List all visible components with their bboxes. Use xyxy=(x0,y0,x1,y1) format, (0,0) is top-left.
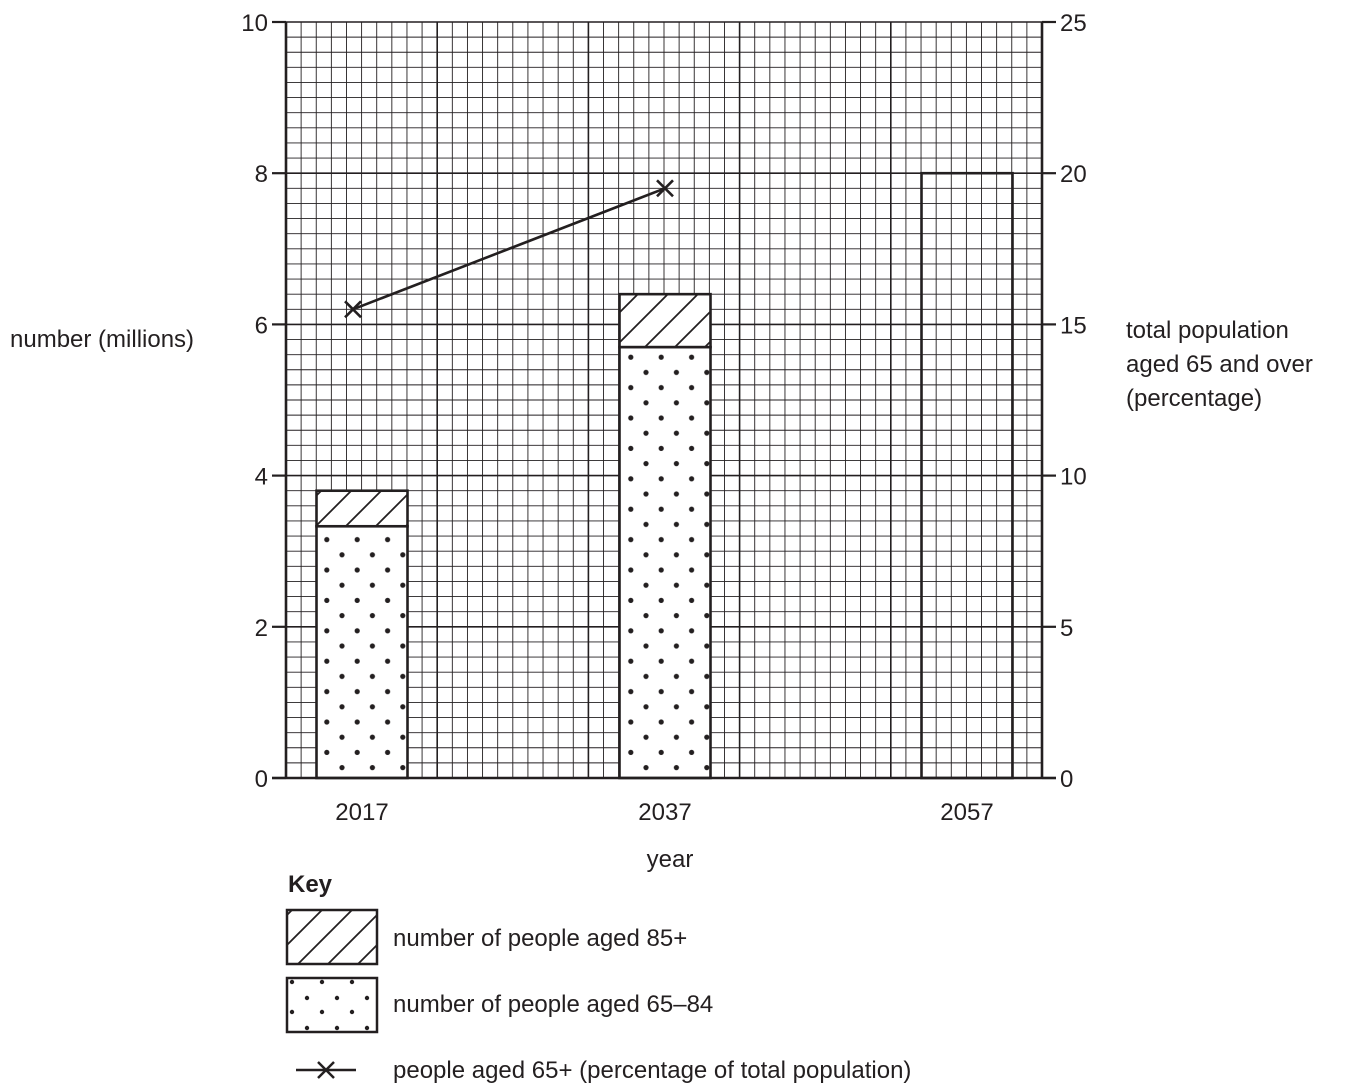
y-tick-label-left: 4 xyxy=(255,464,268,491)
x-tick-label-2037: 2037 xyxy=(638,799,691,826)
legend-swatch-hatch xyxy=(285,908,379,966)
y-axis-right-label-line-1: total population xyxy=(1126,317,1289,344)
legend-swatch-dots xyxy=(285,976,379,1034)
y-tick-label-right: 20 xyxy=(1060,161,1087,188)
line-point-2017 xyxy=(344,300,362,319)
legend: Key number of people aged 85+ number of … xyxy=(285,871,911,1084)
y-tick-label-left: 2 xyxy=(255,615,268,642)
y-tick-label-right: 0 xyxy=(1060,766,1073,793)
bar-65-84-2037 xyxy=(618,345,712,780)
y-tick-label-right: 25 xyxy=(1060,10,1087,37)
chart-line-series xyxy=(344,179,674,319)
y-axis-right-label-line-2: aged 65 and over xyxy=(1126,351,1313,378)
legend-title: Key xyxy=(288,871,333,898)
line-percentage-65-plus xyxy=(352,187,666,311)
legend-label-65-84: number of people aged 65–84 xyxy=(393,991,713,1018)
legend-label-85-plus: number of people aged 85+ xyxy=(393,925,687,952)
y-tick-label-left: 10 xyxy=(241,10,268,37)
y-tick-label-right: 10 xyxy=(1060,464,1087,491)
y-tick-label-right: 5 xyxy=(1060,615,1073,642)
bar-65-84-2017 xyxy=(315,524,409,780)
x-tick-label-2017: 2017 xyxy=(335,799,388,826)
legend-swatch-line-cross xyxy=(296,1061,356,1079)
x-tick-label-2057: 2057 xyxy=(940,799,993,826)
bar-85-plus-2017 xyxy=(315,489,409,528)
line-point-2037 xyxy=(656,179,674,198)
y-axis-right-label: total population aged 65 and over (perce… xyxy=(1126,317,1320,412)
bar-85-plus-2037 xyxy=(618,292,712,349)
y-tick-label-left: 6 xyxy=(255,312,268,339)
y-axis-left-label: number (millions) xyxy=(10,326,194,353)
chart-axes: 0 2 4 6 8 10 0 5 10 15 20 25 2017 2037 2057 xyxy=(241,10,1086,826)
y-tick-label-left: 8 xyxy=(255,161,268,188)
y-tick-label-left: 0 xyxy=(255,766,268,793)
y-tick-label-right: 15 xyxy=(1060,312,1087,339)
y-axis-right-label-line-3: (percentage) xyxy=(1126,385,1262,412)
x-axis-label: year xyxy=(647,846,694,873)
legend-label-percentage-line: people aged 65+ (percentage of total pop… xyxy=(393,1057,911,1084)
